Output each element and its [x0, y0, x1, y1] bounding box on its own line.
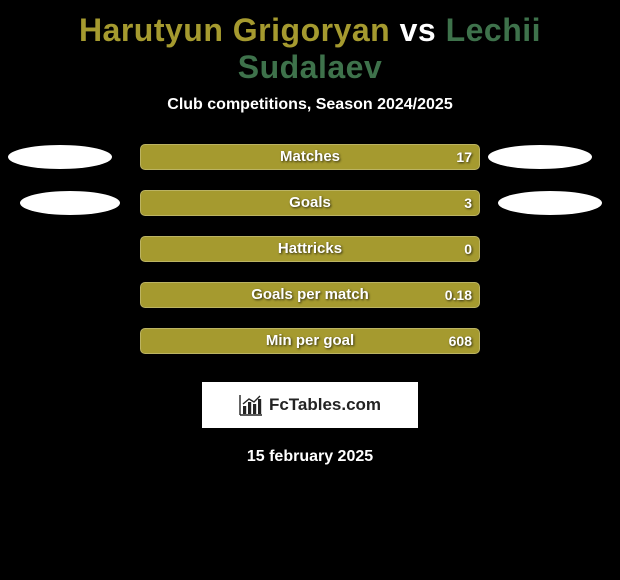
- bar-fill-player-b: [140, 236, 480, 262]
- side-ellipse: [498, 191, 602, 215]
- bar-track: [140, 328, 480, 354]
- subtitle: Club competitions, Season 2024/2025: [0, 96, 620, 114]
- stats-area: Matches17Goals3Hattricks0Goals per match…: [0, 144, 620, 374]
- stat-row: Min per goal608: [0, 328, 620, 374]
- bar-track: [140, 282, 480, 308]
- date-line: 15 february 2025: [0, 448, 620, 466]
- logo-text: FcTables.com: [269, 395, 381, 415]
- bar-track: [140, 190, 480, 216]
- value-player-b: 0.18: [445, 282, 472, 308]
- bar-fill-player-b: [140, 328, 480, 354]
- value-player-b: 608: [449, 328, 472, 354]
- side-ellipse: [488, 145, 592, 169]
- chart-container: Harutyun Grigoryan vs Lechii Sudalaev Cl…: [0, 0, 620, 580]
- stat-row: Goals per match0.18: [0, 282, 620, 328]
- bar-fill-player-b: [140, 144, 480, 170]
- bar-fill-player-b: [140, 282, 480, 308]
- comparison-title: Harutyun Grigoryan vs Lechii Sudalaev: [0, 4, 620, 90]
- side-ellipse: [20, 191, 120, 215]
- side-ellipse: [8, 145, 112, 169]
- logo-box: FcTables.com: [202, 382, 418, 428]
- bar-track: [140, 236, 480, 262]
- stat-row: Hattricks0: [0, 236, 620, 282]
- value-player-b: 3: [464, 190, 472, 216]
- bar-track: [140, 144, 480, 170]
- value-player-b: 17: [456, 144, 472, 170]
- bar-fill-player-b: [140, 190, 480, 216]
- bar-chart-icon: [239, 394, 263, 416]
- value-player-b: 0: [464, 236, 472, 262]
